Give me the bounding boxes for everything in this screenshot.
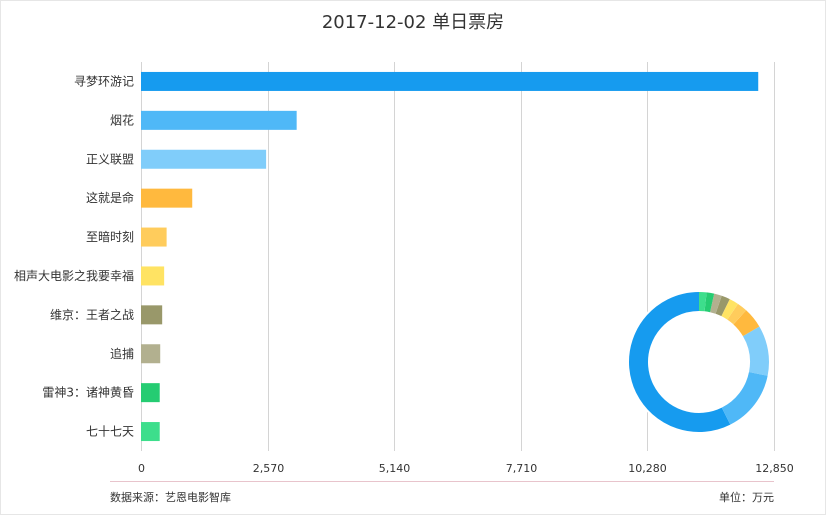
- donut-slice[interactable]: [629, 292, 769, 432]
- category-labels: 寻梦环游记烟花正义联盟这就是命至暗时刻相声大电影之我要幸福维京：王者之战追捕雷神…: [14, 74, 134, 438]
- chart-title: 2017-12-02 单日票房: [321, 12, 505, 33]
- donut-slice[interactable]: [618, 281, 780, 443]
- bar[interactable]: [141, 305, 163, 325]
- bar[interactable]: [141, 266, 165, 286]
- footer-divider: [110, 481, 774, 482]
- category-label: 至暗时刻: [86, 229, 134, 244]
- donut-slice[interactable]: [627, 290, 771, 434]
- category-label: 维京：王者之战: [50, 308, 134, 322]
- category-label: 相声大电影之我要幸福: [14, 268, 134, 283]
- bar[interactable]: [141, 71, 759, 91]
- category-label: 追捕: [110, 346, 134, 361]
- category-label: 七十七天: [86, 425, 134, 439]
- bar[interactable]: [141, 110, 297, 130]
- x-tick-label: 12,850: [755, 462, 794, 475]
- bar-series: [141, 71, 759, 442]
- bar[interactable]: [141, 422, 160, 442]
- category-label: 寻梦环游记: [74, 74, 134, 88]
- bar[interactable]: [141, 149, 267, 169]
- donut-chart: [614, 277, 785, 448]
- bar[interactable]: [141, 344, 161, 364]
- x-tick-label: 5,140: [379, 462, 411, 475]
- bar[interactable]: [141, 383, 160, 403]
- category-label: 这就是命: [86, 190, 134, 205]
- x-axis-ticks: 0 2,570 5,140 7,710 10,280 12,850: [138, 462, 794, 475]
- category-label: 雷神3：诸神黄昏: [42, 386, 134, 400]
- x-tick-label: 10,280: [628, 462, 667, 475]
- bar[interactable]: [141, 188, 193, 208]
- x-tick-label: 2,570: [253, 462, 285, 475]
- donut-slice[interactable]: [614, 277, 785, 448]
- category-label: 正义联盟: [86, 152, 134, 166]
- bar[interactable]: [141, 227, 167, 247]
- category-label: 烟花: [110, 112, 134, 127]
- unit-note: 单位：万元: [719, 491, 774, 504]
- data-source-note: 数据来源：艺恩电影智库: [110, 491, 231, 504]
- x-tick-label: 0: [138, 462, 145, 475]
- donut-slice[interactable]: [616, 279, 782, 445]
- x-tick-label: 7,710: [506, 462, 538, 475]
- donut-slice[interactable]: [622, 285, 776, 439]
